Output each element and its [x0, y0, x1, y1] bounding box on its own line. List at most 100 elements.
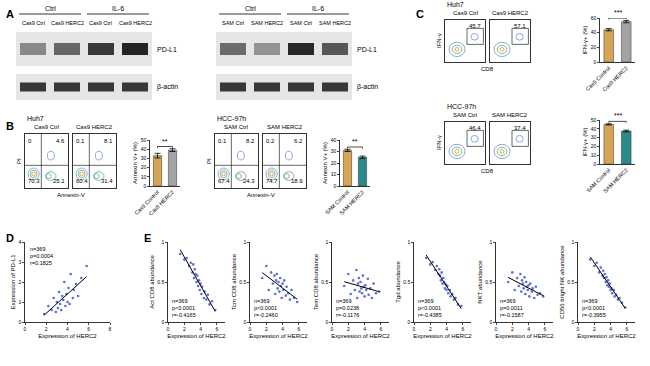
- svg-text:2: 2: [347, 326, 350, 332]
- svg-text:4: 4: [609, 326, 612, 332]
- svg-text:Tcm CD8 abundance: Tcm CD8 abundance: [231, 253, 237, 310]
- svg-text:57.1: 57.1: [514, 23, 526, 29]
- svg-text:2: 2: [593, 326, 596, 332]
- svg-text:Cas9 Ctrl: Cas9 Ctrl: [22, 20, 45, 26]
- svg-text:Cas9 Ctrl: Cas9 Ctrl: [34, 124, 59, 130]
- svg-text:Annexin V+ (%): Annexin V+ (%): [322, 142, 328, 184]
- svg-text:Ctrl: Ctrl: [245, 5, 256, 12]
- svg-text:4: 4: [199, 326, 202, 332]
- svg-text:8.1: 8.1: [104, 138, 113, 144]
- svg-text:8: 8: [109, 326, 112, 332]
- svg-text:4: 4: [66, 326, 69, 332]
- svg-text:PI: PI: [16, 158, 22, 164]
- svg-text:Cas9 Ctrl: Cas9 Ctrl: [453, 10, 478, 16]
- svg-text:SAM HERC2: SAM HERC2: [267, 124, 303, 130]
- svg-text:40: 40: [591, 126, 597, 132]
- svg-text:E: E: [144, 232, 151, 244]
- svg-text:70.3: 70.3: [28, 178, 40, 184]
- svg-text:IL-6: IL-6: [312, 5, 324, 12]
- svg-text:0: 0: [161, 319, 164, 325]
- svg-text:0: 0: [571, 319, 574, 325]
- svg-text:0: 0: [413, 326, 416, 332]
- svg-text:A: A: [6, 8, 14, 20]
- svg-text:n=369p=0.0238r=-0.1176: n=369p=0.0238r=-0.1176: [336, 298, 359, 318]
- svg-text:Tem CD8 abundance: Tem CD8 abundance: [313, 253, 319, 310]
- svg-text:0: 0: [167, 326, 170, 332]
- svg-text:50: 50: [591, 117, 597, 123]
- svg-text:6: 6: [215, 326, 218, 332]
- svg-text:n=369p<0.0001r=-0.4385: n=369p<0.0001r=-0.4385: [418, 298, 442, 318]
- svg-text:0: 0: [593, 161, 596, 167]
- svg-text:Annexin V+ (%): Annexin V+ (%): [132, 142, 138, 184]
- svg-text:SAM Ctrl: SAM Ctrl: [224, 124, 248, 130]
- svg-text:60: 60: [591, 15, 597, 21]
- svg-text:0.5: 0.5: [239, 279, 246, 285]
- svg-text:0: 0: [593, 59, 596, 65]
- svg-text:Cas9 HERC2: Cas9 HERC2: [601, 65, 629, 93]
- svg-text:Annexin-V: Annexin-V: [247, 192, 275, 198]
- svg-text:SAM Ctrl: SAM Ctrl: [290, 20, 312, 26]
- svg-text:Expression of HERC2: Expression of HERC2: [167, 333, 226, 339]
- svg-text:D: D: [6, 232, 14, 244]
- svg-text:β-actin: β-actin: [157, 83, 178, 91]
- svg-text:0: 0: [143, 183, 146, 189]
- svg-text:4.6: 4.6: [56, 138, 65, 144]
- svg-text:74.7: 74.7: [266, 178, 278, 184]
- svg-text:SAM Ctrl: SAM Ctrl: [453, 112, 477, 118]
- svg-text:20: 20: [331, 160, 337, 166]
- svg-text:HCC-97h: HCC-97h: [217, 115, 246, 122]
- svg-text:6: 6: [379, 326, 382, 332]
- svg-text:Expression of HERC2: Expression of HERC2: [331, 333, 390, 339]
- svg-text:HCC-97h: HCC-97h: [447, 103, 476, 110]
- svg-text:0.5: 0.5: [485, 279, 492, 285]
- svg-text:46.4: 46.4: [469, 125, 481, 131]
- svg-text:0: 0: [495, 326, 498, 332]
- svg-text:n=369p<0.0001r=-0.4165: n=369p<0.0001r=-0.4165: [172, 298, 196, 318]
- svg-text:1: 1: [489, 239, 492, 245]
- svg-text:6: 6: [625, 326, 628, 332]
- svg-text:SAM HERC2: SAM HERC2: [602, 167, 629, 194]
- svg-text:2: 2: [265, 326, 268, 332]
- svg-text:10: 10: [331, 171, 337, 177]
- svg-text:CD8: CD8: [481, 66, 494, 72]
- svg-text:***: ***: [614, 9, 622, 16]
- svg-text:Expression of HERC2: Expression of HERC2: [495, 333, 554, 339]
- svg-text:6: 6: [297, 326, 300, 332]
- svg-text:60.4: 60.4: [76, 178, 88, 184]
- svg-text:Act CD8 abundance: Act CD8 abundance: [149, 254, 155, 308]
- svg-text:0: 0: [331, 326, 334, 332]
- svg-text:0: 0: [577, 326, 580, 332]
- svg-text:20: 20: [591, 44, 597, 50]
- svg-text:SAM Ctrl: SAM Ctrl: [222, 20, 244, 26]
- svg-text:NKT abundance: NKT abundance: [477, 260, 483, 304]
- svg-text:31.4: 31.4: [101, 178, 113, 184]
- svg-text:C: C: [416, 8, 424, 20]
- svg-text:β-actin: β-actin: [357, 83, 378, 91]
- svg-text:Cas9 Control: Cas9 Control: [133, 189, 160, 216]
- svg-text:Expression of HERC2: Expression of HERC2: [413, 333, 472, 339]
- svg-text:10: 10: [141, 174, 147, 180]
- svg-text:3: 3: [18, 259, 21, 265]
- svg-text:1: 1: [161, 239, 164, 245]
- svg-text:1: 1: [18, 299, 21, 305]
- svg-text:IL-6: IL-6: [112, 5, 124, 12]
- svg-text:40: 40: [331, 137, 337, 143]
- svg-text:Tgd abundance: Tgd abundance: [395, 260, 401, 302]
- svg-text:24.3: 24.3: [243, 178, 255, 184]
- svg-text:2: 2: [511, 326, 514, 332]
- svg-text:0.5: 0.5: [403, 279, 410, 285]
- svg-text:0.1: 0.1: [76, 138, 85, 144]
- svg-text:30: 30: [591, 134, 597, 140]
- svg-text:2: 2: [429, 326, 432, 332]
- svg-text:n=369p=0.0004r=0.1825: n=369p=0.0004r=0.1825: [30, 246, 53, 266]
- svg-text:**: **: [352, 138, 358, 145]
- svg-text:Expression of HERC2: Expression of HERC2: [577, 333, 636, 339]
- svg-text:6: 6: [87, 326, 90, 332]
- svg-text:IFN-γ: IFN-γ: [436, 135, 442, 150]
- svg-text:Huh7: Huh7: [27, 115, 44, 122]
- svg-text:1: 1: [243, 239, 246, 245]
- svg-text:Cas9 HERC2: Cas9 HERC2: [76, 124, 113, 130]
- svg-text:1: 1: [407, 239, 410, 245]
- svg-text:Cas9 HERC2: Cas9 HERC2: [119, 20, 152, 26]
- svg-text:4: 4: [363, 326, 366, 332]
